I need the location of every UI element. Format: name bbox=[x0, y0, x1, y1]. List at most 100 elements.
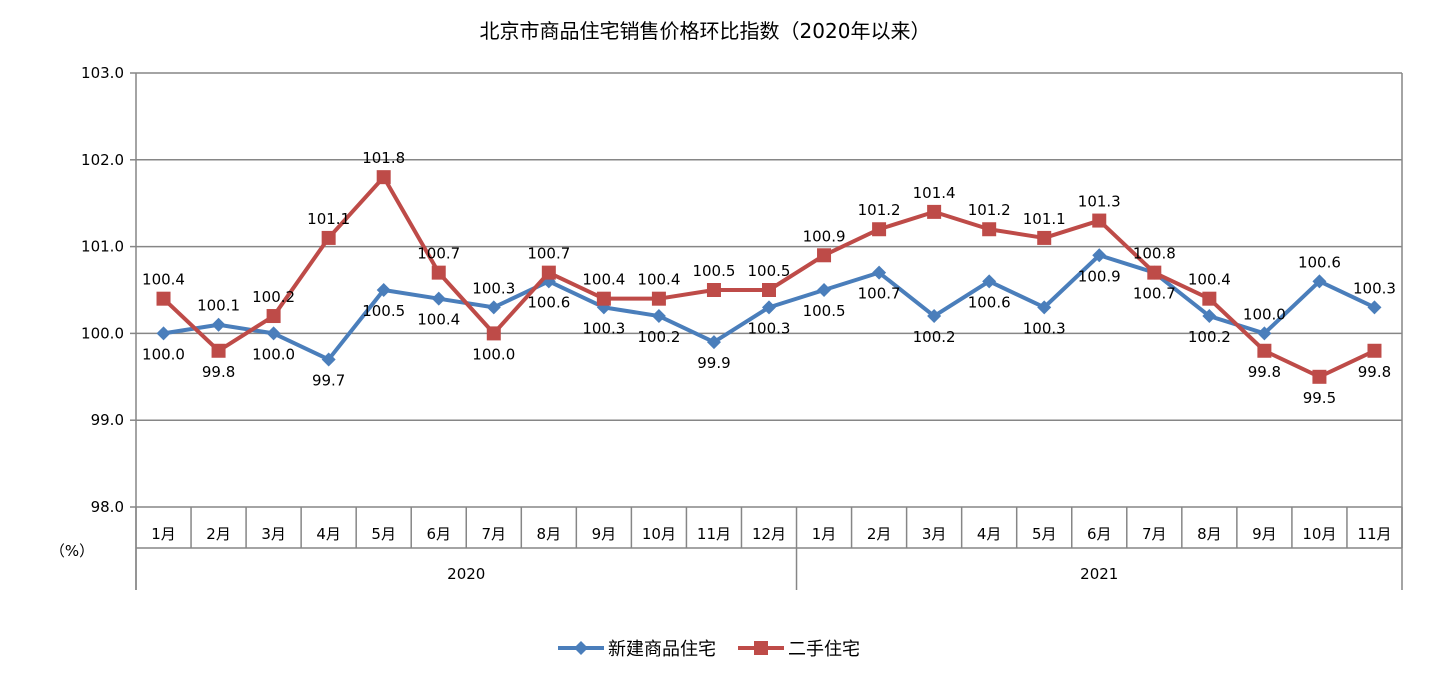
data-point bbox=[872, 265, 887, 280]
data-point bbox=[817, 248, 832, 263]
data-point bbox=[156, 326, 171, 341]
x-tick-label: 1月 bbox=[812, 525, 837, 543]
data-label: 100.2 bbox=[637, 328, 680, 346]
x-tick-label: 5月 bbox=[1032, 525, 1057, 543]
y-tick-label: 99.0 bbox=[91, 411, 124, 429]
data-point bbox=[1312, 274, 1327, 289]
data-point bbox=[1257, 326, 1272, 341]
data-label: 99.5 bbox=[1303, 389, 1336, 407]
data-point bbox=[817, 283, 832, 297]
data-label: 99.9 bbox=[697, 354, 730, 372]
y-tick-label: 103.0 bbox=[81, 64, 124, 82]
x-tick-label: 5月 bbox=[371, 525, 396, 543]
data-label: 100.3 bbox=[1023, 319, 1066, 337]
data-point bbox=[1367, 300, 1382, 315]
data-label: 100.0 bbox=[1243, 305, 1286, 323]
data-point bbox=[982, 274, 997, 289]
data-label: 100.4 bbox=[1188, 271, 1231, 289]
data-label: 100.3 bbox=[748, 319, 791, 337]
data-point bbox=[982, 222, 997, 237]
data-label: 100.5 bbox=[362, 302, 405, 320]
data-point bbox=[211, 317, 226, 332]
data-point bbox=[927, 204, 942, 219]
data-point bbox=[1367, 343, 1382, 358]
data-point bbox=[1202, 309, 1217, 324]
data-point bbox=[541, 265, 556, 280]
x-tick-label: 7月 bbox=[482, 525, 507, 543]
data-point bbox=[321, 352, 336, 367]
data-label: 100.9 bbox=[1078, 267, 1121, 285]
y-axis-ticks: 98.0 99.0 100.0 101.0 102.0 103.0 bbox=[81, 64, 124, 516]
data-label: 100.6 bbox=[527, 293, 570, 311]
series-group bbox=[156, 170, 1382, 384]
data-label: 101.2 bbox=[858, 201, 901, 219]
data-label: 100.7 bbox=[858, 285, 901, 303]
unit-label: （%） bbox=[50, 542, 94, 560]
x-tick-label: 7月 bbox=[1142, 525, 1167, 543]
x-tick-label: 4月 bbox=[977, 525, 1002, 543]
data-label: 101.3 bbox=[1078, 193, 1121, 211]
x-tick-label: 10月 bbox=[642, 525, 676, 543]
data-point bbox=[1257, 343, 1272, 358]
data-point bbox=[266, 326, 281, 341]
data-label: 100.4 bbox=[417, 311, 460, 329]
data-label: 100.4 bbox=[582, 271, 625, 289]
chart-title: 北京市商品住宅销售价格环比指数（2020年以来） bbox=[480, 19, 931, 43]
data-label: 100.0 bbox=[472, 345, 515, 363]
data-label: 100.0 bbox=[252, 345, 295, 363]
data-label: 100.2 bbox=[252, 288, 295, 306]
x-group-label: 2020 bbox=[447, 565, 485, 583]
data-label: 100.5 bbox=[692, 262, 735, 280]
data-label: 100.7 bbox=[1133, 285, 1176, 303]
data-label: 100.7 bbox=[527, 245, 570, 263]
data-label: 100.0 bbox=[142, 345, 185, 363]
data-label: 101.4 bbox=[913, 184, 956, 202]
x-tick-label: 9月 bbox=[592, 525, 617, 543]
x-tick-label: 2月 bbox=[206, 525, 231, 543]
y-tick-label: 101.0 bbox=[81, 238, 124, 256]
data-point bbox=[762, 300, 776, 315]
data-point bbox=[266, 309, 281, 324]
data-point bbox=[156, 291, 171, 306]
data-label: 99.7 bbox=[312, 371, 345, 389]
data-point bbox=[1037, 230, 1052, 245]
legend-marker bbox=[754, 641, 768, 655]
data-label: 101.2 bbox=[968, 201, 1011, 219]
data-point bbox=[651, 309, 666, 324]
data-label: 100.6 bbox=[968, 293, 1011, 311]
legend-label: 二手住宅 bbox=[788, 639, 860, 660]
x-group-label: 2021 bbox=[1080, 565, 1118, 583]
data-point bbox=[596, 291, 611, 306]
y-tick-label: 98.0 bbox=[91, 498, 124, 516]
data-point bbox=[431, 291, 446, 306]
data-point bbox=[927, 309, 942, 324]
legend: 新建商品住宅 二手住宅 bbox=[558, 639, 860, 660]
data-point bbox=[1092, 248, 1107, 263]
data-point bbox=[1312, 369, 1327, 384]
data-point bbox=[1202, 291, 1217, 306]
x-tick-label: 6月 bbox=[1087, 525, 1112, 543]
data-label: 100.3 bbox=[1353, 279, 1396, 297]
x-tick-label: 3月 bbox=[261, 525, 286, 543]
data-label: 101.1 bbox=[307, 210, 350, 228]
x-tick-label: 10月 bbox=[1302, 525, 1336, 543]
data-label: 99.8 bbox=[1248, 363, 1281, 381]
data-label: 100.5 bbox=[803, 302, 846, 320]
x-tick-label: 9月 bbox=[1252, 525, 1277, 543]
x-tick-label: 12月 bbox=[752, 525, 786, 543]
data-point bbox=[486, 300, 501, 315]
x-tick-label: 8月 bbox=[537, 525, 562, 543]
x-tick-label: 3月 bbox=[922, 525, 947, 543]
data-label: 100.8 bbox=[1133, 245, 1176, 263]
x-tick-label: 8月 bbox=[1197, 525, 1222, 543]
y-tick-label: 100.0 bbox=[81, 324, 124, 342]
data-label: 100.2 bbox=[913, 328, 956, 346]
data-label: 100.9 bbox=[803, 227, 846, 245]
x-tick-label: 4月 bbox=[316, 525, 341, 543]
x-tick-label: 11月 bbox=[1357, 525, 1391, 543]
x-tick-label: 6月 bbox=[426, 525, 451, 543]
data-point bbox=[1092, 213, 1107, 228]
x-tick-label: 11月 bbox=[697, 525, 731, 543]
data-label: 101.1 bbox=[1023, 210, 1066, 228]
